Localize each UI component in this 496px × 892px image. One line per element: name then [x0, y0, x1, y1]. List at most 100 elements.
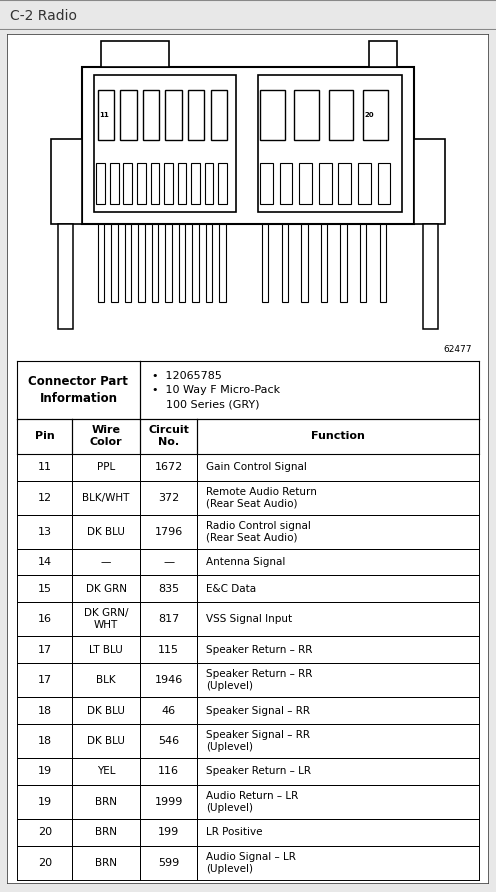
Bar — [82, 67, 414, 224]
Text: BRN: BRN — [95, 797, 117, 807]
Text: Speaker Return – LR: Speaker Return – LR — [206, 766, 311, 776]
Bar — [377, 163, 390, 204]
Text: DK GRN: DK GRN — [86, 584, 126, 594]
Bar — [294, 90, 319, 139]
Bar — [218, 163, 227, 204]
Text: —: — — [163, 557, 174, 567]
Bar — [188, 90, 204, 139]
Text: 817: 817 — [158, 615, 179, 624]
Bar — [164, 163, 173, 204]
Text: 1672: 1672 — [154, 462, 183, 472]
Text: DK BLU: DK BLU — [87, 706, 125, 715]
Bar — [98, 90, 114, 139]
Text: 19: 19 — [38, 797, 52, 807]
Text: 20: 20 — [38, 858, 52, 868]
Text: 17: 17 — [38, 675, 52, 685]
Bar — [124, 163, 132, 204]
Bar — [96, 163, 105, 204]
Text: 18: 18 — [38, 736, 52, 746]
Bar — [98, 224, 104, 302]
Bar — [369, 40, 397, 67]
Bar — [137, 163, 146, 204]
Bar — [138, 224, 145, 302]
Text: 372: 372 — [158, 492, 179, 502]
Bar — [260, 163, 273, 204]
Bar — [301, 224, 308, 302]
Text: BRN: BRN — [95, 828, 117, 838]
Bar — [125, 224, 131, 302]
Text: BRN: BRN — [95, 858, 117, 868]
Bar — [178, 163, 186, 204]
Bar — [152, 224, 158, 302]
Bar — [379, 224, 386, 302]
Bar — [299, 163, 312, 204]
Text: Speaker Return – RR: Speaker Return – RR — [206, 645, 312, 655]
Text: Connector Part
Information: Connector Part Information — [28, 375, 128, 405]
Bar — [191, 163, 200, 204]
Text: PPL: PPL — [97, 462, 115, 472]
Text: Remote Audio Return
(Rear Seat Audio): Remote Audio Return (Rear Seat Audio) — [206, 487, 317, 508]
Text: YEL: YEL — [97, 766, 115, 776]
Text: Function: Function — [311, 431, 365, 442]
Bar — [211, 90, 227, 139]
Text: 835: 835 — [158, 584, 179, 594]
Bar — [206, 224, 212, 302]
Bar — [282, 224, 288, 302]
Text: DK GRN/
WHT: DK GRN/ WHT — [84, 608, 128, 631]
Text: Audio Signal – LR
(Uplevel): Audio Signal – LR (Uplevel) — [206, 852, 296, 874]
Text: 13: 13 — [38, 526, 52, 537]
Text: Radio Control signal
(Rear Seat Audio): Radio Control signal (Rear Seat Audio) — [206, 521, 311, 542]
Text: Speaker Signal – RR: Speaker Signal – RR — [206, 706, 310, 715]
Bar — [414, 139, 445, 224]
Bar — [363, 90, 387, 139]
Text: 1946: 1946 — [154, 675, 183, 685]
Text: 115: 115 — [158, 645, 179, 655]
Text: Speaker Signal – RR
(Uplevel): Speaker Signal – RR (Uplevel) — [206, 730, 310, 752]
Text: •  12065785
•  10 Way F Micro-Pack
    100 Series (GRY): • 12065785 • 10 Way F Micro-Pack 100 Ser… — [152, 370, 280, 409]
Text: DK BLU: DK BLU — [87, 526, 125, 537]
Text: BLK/WHT: BLK/WHT — [82, 492, 130, 502]
Text: Circuit
No.: Circuit No. — [148, 425, 189, 448]
Bar — [360, 224, 367, 302]
Text: 1796: 1796 — [154, 526, 183, 537]
Text: Antenna Signal: Antenna Signal — [206, 557, 286, 567]
Bar — [166, 90, 182, 139]
Text: Pin: Pin — [35, 431, 55, 442]
Text: 17: 17 — [38, 645, 52, 655]
Bar — [423, 224, 438, 328]
Bar — [51, 139, 82, 224]
Text: 1999: 1999 — [154, 797, 183, 807]
Bar — [219, 224, 226, 302]
Text: DK BLU: DK BLU — [87, 736, 125, 746]
Text: 116: 116 — [158, 766, 179, 776]
Text: VSS Signal Input: VSS Signal Input — [206, 615, 292, 624]
Text: —: — — [101, 557, 111, 567]
Text: BLK: BLK — [96, 675, 116, 685]
Bar — [280, 163, 292, 204]
Text: LT BLU: LT BLU — [89, 645, 123, 655]
Text: 11: 11 — [38, 462, 52, 472]
Text: E&C Data: E&C Data — [206, 584, 256, 594]
Bar — [121, 90, 136, 139]
Bar — [150, 163, 159, 204]
Text: Audio Return – LR
(Uplevel): Audio Return – LR (Uplevel) — [206, 791, 299, 813]
Bar — [321, 224, 327, 302]
Bar — [58, 224, 73, 328]
Text: 546: 546 — [158, 736, 179, 746]
Bar — [340, 224, 347, 302]
Text: 14: 14 — [38, 557, 52, 567]
Text: 16: 16 — [38, 615, 52, 624]
Bar — [94, 75, 237, 212]
Bar — [319, 163, 331, 204]
Bar — [165, 224, 172, 302]
Bar — [328, 90, 353, 139]
Bar — [192, 224, 199, 302]
Bar — [262, 224, 268, 302]
Text: 19: 19 — [38, 766, 52, 776]
Text: 46: 46 — [162, 706, 176, 715]
Text: 20: 20 — [364, 112, 374, 118]
Bar — [111, 224, 118, 302]
Text: C-2 Radio: C-2 Radio — [10, 10, 77, 23]
Text: 599: 599 — [158, 858, 179, 868]
Bar — [101, 40, 169, 67]
